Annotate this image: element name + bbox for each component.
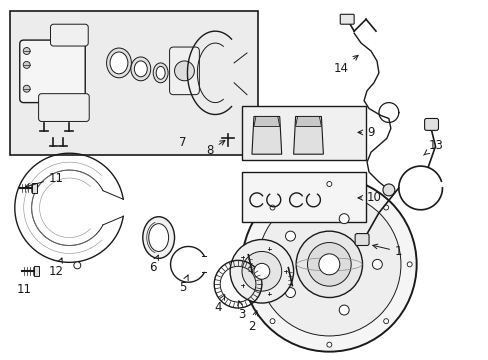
Bar	[242, 172, 366, 222]
Text: 8: 8	[206, 140, 224, 157]
Text: 13: 13	[423, 139, 443, 155]
Circle shape	[326, 181, 331, 186]
FancyBboxPatch shape	[34, 266, 39, 276]
Ellipse shape	[110, 52, 128, 74]
Circle shape	[74, 262, 81, 269]
Circle shape	[285, 288, 295, 297]
Text: 7: 7	[179, 136, 186, 149]
Circle shape	[23, 62, 30, 68]
Circle shape	[285, 231, 295, 241]
Circle shape	[318, 254, 339, 275]
Text: 4: 4	[214, 295, 224, 314]
Text: 3: 3	[237, 301, 245, 321]
Circle shape	[382, 184, 394, 196]
FancyBboxPatch shape	[39, 94, 89, 121]
FancyBboxPatch shape	[50, 24, 88, 46]
FancyBboxPatch shape	[169, 47, 199, 95]
Ellipse shape	[153, 63, 168, 83]
Text: 1: 1	[372, 244, 402, 258]
FancyBboxPatch shape	[340, 14, 353, 24]
Circle shape	[230, 239, 293, 303]
Circle shape	[242, 251, 281, 291]
Ellipse shape	[131, 57, 150, 81]
Text: 10: 10	[357, 192, 381, 204]
Ellipse shape	[106, 48, 131, 78]
Ellipse shape	[148, 224, 168, 251]
Circle shape	[242, 177, 416, 352]
Circle shape	[23, 85, 30, 92]
Circle shape	[383, 319, 388, 324]
Circle shape	[23, 48, 30, 54]
Circle shape	[372, 260, 382, 269]
Circle shape	[257, 193, 400, 336]
Circle shape	[246, 262, 251, 267]
Circle shape	[174, 61, 194, 81]
Text: 11: 11	[16, 283, 31, 296]
Polygon shape	[253, 117, 279, 126]
Polygon shape	[293, 117, 323, 154]
Ellipse shape	[134, 61, 147, 77]
Ellipse shape	[156, 66, 165, 79]
Text: 14: 14	[333, 55, 357, 75]
Ellipse shape	[142, 217, 174, 258]
Circle shape	[339, 305, 348, 315]
Circle shape	[339, 214, 348, 224]
Text: 9: 9	[357, 126, 374, 139]
Circle shape	[307, 243, 350, 286]
Polygon shape	[295, 117, 321, 126]
Bar	[10, 11, 257, 155]
FancyBboxPatch shape	[20, 40, 85, 103]
Circle shape	[326, 342, 331, 347]
FancyBboxPatch shape	[354, 234, 368, 246]
Circle shape	[253, 264, 269, 279]
Polygon shape	[251, 117, 281, 154]
Text: 5: 5	[179, 275, 188, 294]
Circle shape	[383, 205, 388, 210]
Circle shape	[269, 205, 274, 210]
Text: 11: 11	[25, 171, 64, 188]
Text: 12: 12	[49, 258, 64, 278]
Circle shape	[407, 262, 411, 267]
Text: 2: 2	[248, 311, 257, 333]
FancyBboxPatch shape	[32, 183, 37, 193]
Bar	[242, 105, 366, 160]
Circle shape	[269, 319, 274, 324]
Text: 6: 6	[149, 255, 158, 274]
Circle shape	[296, 231, 362, 297]
FancyBboxPatch shape	[424, 118, 438, 130]
